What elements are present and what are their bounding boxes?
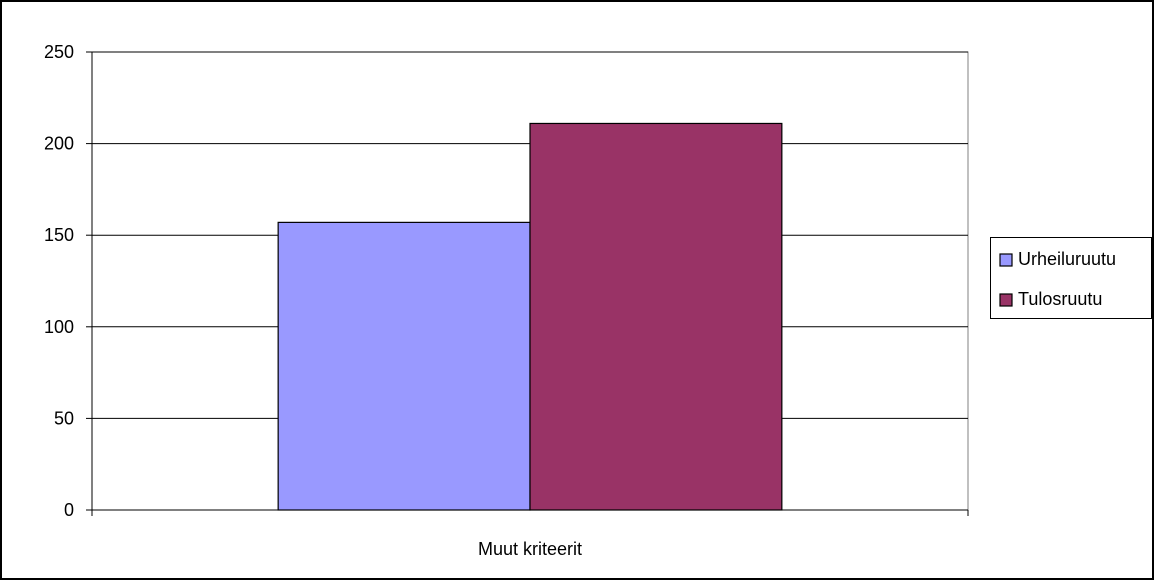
- bar-urheiluruutu: [277, 221, 531, 511]
- y-tick-label: 100: [44, 317, 74, 337]
- x-axis-labels: Muut kriteerit: [478, 539, 582, 559]
- y-tick-label: 0: [64, 500, 74, 520]
- axes: [91, 52, 969, 516]
- legend-swatch-urheiluruutu: [999, 253, 1013, 267]
- x-category-label: Muut kriteerit: [478, 539, 582, 559]
- legend-label-urheiluruutu: Urheiluruutu: [1018, 249, 1116, 269]
- y-tick-label: 150: [44, 225, 74, 245]
- legend-swatch-tulosruutu: [999, 293, 1013, 307]
- legend-label-tulosruutu: Tulosruutu: [1018, 289, 1102, 309]
- bar-tulosruutu: [529, 122, 783, 511]
- bars: [277, 122, 783, 511]
- y-tick-label: 200: [44, 134, 74, 154]
- y-tick-label: 250: [44, 42, 74, 62]
- y-axis-ticks: 0 50 100 150 200 250: [44, 42, 92, 520]
- legend-box: [990, 237, 1152, 319]
- legend: Urheiluruutu Tulosruutu: [999, 249, 1116, 309]
- y-tick-label: 50: [54, 408, 74, 428]
